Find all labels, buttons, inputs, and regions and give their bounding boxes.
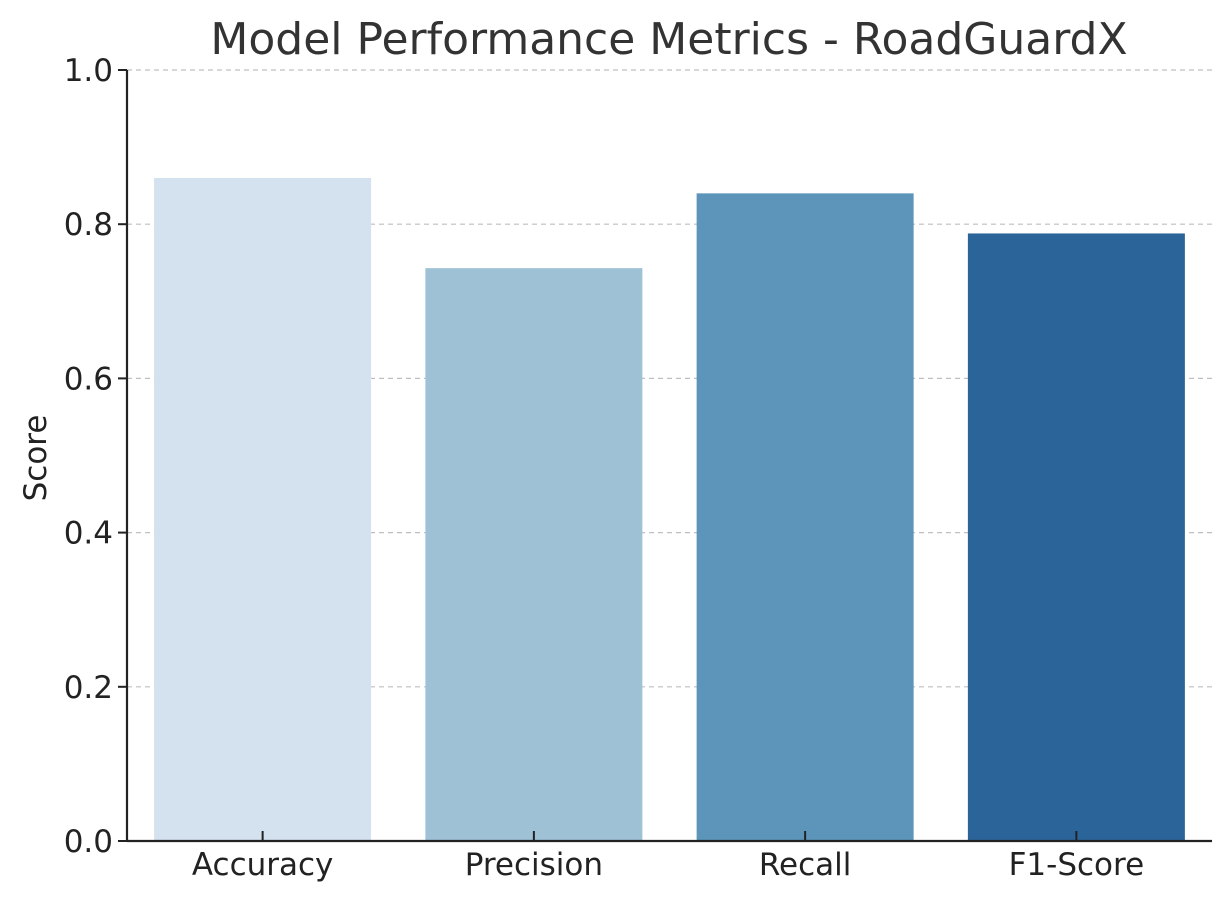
bars	[154, 177, 1185, 842]
bar-accuracy	[154, 177, 372, 841]
bar-precision	[425, 268, 643, 842]
chart-title: Model Performance Metrics - RoadGuardX	[210, 14, 1127, 65]
x-tick-label: Precision	[465, 847, 603, 883]
x-tick-label: F1-Score	[1009, 847, 1145, 883]
x-tick-label: Accuracy	[192, 847, 334, 883]
x-axis-ticks: Accuracy Precision Recall F1-Score	[192, 831, 1144, 883]
y-axis-label: Score	[18, 415, 54, 502]
y-tick-label: 0.8	[64, 207, 113, 243]
bar-recall	[696, 193, 914, 842]
x-tick-label: Recall	[759, 847, 852, 883]
y-tick-label: 0.4	[64, 516, 113, 552]
y-tick-label: 1.0	[64, 53, 113, 89]
bar-f1-score	[967, 233, 1185, 841]
y-axis-ticks: 0.0 0.2 0.4 0.6 0.8 1.0	[64, 53, 127, 860]
y-tick-label: 0.0	[64, 824, 113, 860]
y-tick-label: 0.6	[64, 361, 113, 397]
y-tick-label: 0.2	[64, 670, 113, 706]
